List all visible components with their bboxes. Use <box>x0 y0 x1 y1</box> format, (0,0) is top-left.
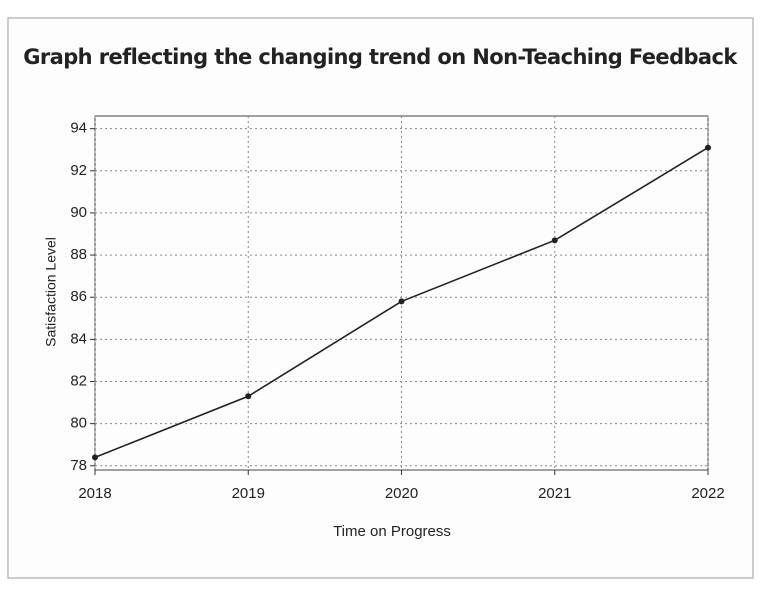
y-tick-label: 88 <box>70 246 87 263</box>
y-tick-label: 80 <box>70 415 87 432</box>
y-tick-label: 90 <box>70 204 87 221</box>
data-point <box>398 298 405 305</box>
x-tick-label: 2020 <box>385 485 418 502</box>
x-tick-label: 2018 <box>78 485 111 502</box>
y-tick-label: 86 <box>70 288 87 305</box>
chart-title: Graph reflecting the changing trend on N… <box>23 45 738 69</box>
x-tick-label: 2019 <box>232 485 265 502</box>
y-tick-label: 94 <box>70 120 87 137</box>
y-tick-label: 78 <box>70 457 87 474</box>
y-axis-label: Satisfaction Level <box>43 237 59 347</box>
x-tick-label: 2022 <box>691 485 724 502</box>
data-point <box>551 237 558 244</box>
data-point <box>245 393 252 400</box>
frame <box>7 17 754 579</box>
x-tick-label: 2021 <box>538 485 571 502</box>
y-tick-label: 84 <box>70 330 87 347</box>
y-tick-label: 82 <box>70 372 87 389</box>
data-point <box>92 454 98 461</box>
y-tick-label: 92 <box>70 162 87 179</box>
data-point <box>705 144 711 151</box>
x-axis-label: Time on Progress <box>333 523 451 540</box>
